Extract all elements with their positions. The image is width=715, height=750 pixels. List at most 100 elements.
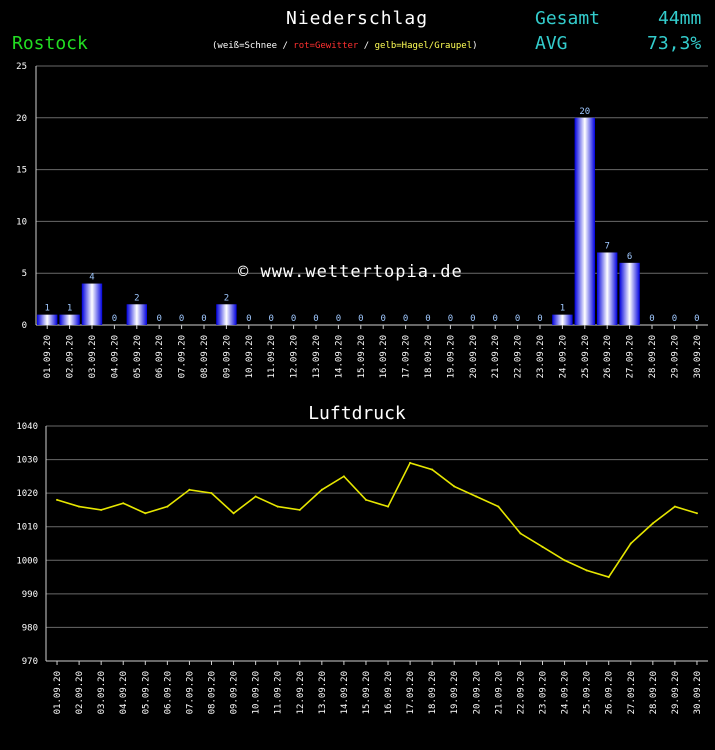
x-tick-label: 20.09.20: [472, 671, 482, 714]
bar-value-label: 2: [224, 293, 229, 303]
x-tick-label: 12.09.20: [296, 671, 306, 714]
bar-value-label: 0: [336, 314, 341, 324]
y-tick-label: 20: [16, 114, 27, 124]
x-tick-label: 12.09.20: [290, 335, 300, 378]
x-tick-label: 17.09.20: [402, 335, 412, 378]
pressure-point: [563, 559, 566, 562]
x-tick-label: 25.09.20: [583, 671, 593, 714]
x-tick-label: 10.09.20: [252, 671, 262, 714]
pressure-point: [56, 498, 59, 501]
x-tick-label: 28.09.20: [649, 671, 659, 714]
x-tick-label: 07.09.20: [185, 671, 195, 714]
y-tick-label: 990: [22, 590, 38, 600]
legend-open: (: [212, 41, 218, 51]
pressure-point: [673, 505, 676, 508]
pressure-point: [320, 488, 323, 491]
bar-value-label: 0: [313, 314, 318, 324]
pressure-point: [541, 545, 544, 548]
pressure-point: [431, 468, 434, 471]
x-tick-label: 16.09.20: [384, 671, 394, 714]
bar-value-label: 0: [358, 314, 363, 324]
x-tick-label: 30.09.20: [693, 671, 703, 714]
pressure-point: [232, 512, 235, 515]
bar-value-label: 7: [604, 241, 609, 251]
bar-value-label: 6: [627, 252, 632, 262]
x-tick-label: 09.09.20: [222, 335, 232, 378]
x-tick-label: 09.09.20: [230, 671, 240, 714]
bar-value-label: 0: [672, 314, 677, 324]
bar-value-label: 0: [201, 314, 206, 324]
bar-value-label: 0: [448, 314, 453, 324]
precip-bar: [597, 252, 618, 325]
y-tick-label: 1020: [16, 489, 38, 499]
x-tick-label: 14.09.20: [340, 671, 350, 714]
pressure-point: [629, 542, 632, 545]
x-tick-label: 18.09.20: [428, 671, 438, 714]
x-tick-label: 01.09.20: [43, 335, 53, 378]
x-tick-label: 04.09.20: [110, 335, 120, 378]
pressure-point: [585, 569, 588, 572]
pressure-point: [188, 488, 191, 491]
pressure-point: [122, 502, 125, 505]
avg-label: AVG: [535, 33, 568, 54]
x-tick-label: 06.09.20: [163, 671, 173, 714]
pressure-point: [497, 505, 500, 508]
pressure-point: [166, 505, 169, 508]
pressure-line: [56, 461, 698, 579]
legend-hail: gelb=Hagel/Graupel: [374, 41, 473, 51]
pressure-point: [78, 505, 81, 508]
x-tick-label: 11.09.20: [274, 671, 284, 714]
x-tick-label: 24.09.20: [561, 671, 571, 714]
watermark: © www.wettertopia.de: [238, 262, 463, 282]
precip-bar: [574, 117, 595, 325]
pressure-title: Luftdruck: [308, 403, 406, 424]
precip-bar: [81, 283, 103, 325]
x-tick-label: 29.09.20: [670, 335, 680, 378]
precip-bar: [552, 314, 573, 325]
bar-value-label: 0: [156, 314, 161, 324]
x-tick-label: 06.09.20: [155, 335, 165, 378]
y-tick-label: 980: [22, 623, 38, 633]
y-tick-label: 25: [16, 62, 27, 72]
legend-thunderstorm: rot=Gewitter: [293, 41, 359, 51]
y-tick-label: 1040: [16, 422, 38, 432]
x-tick-label: 02.09.20: [75, 671, 85, 714]
x-tick-label: 26.09.20: [605, 671, 615, 714]
x-tick-label: 17.09.20: [406, 671, 416, 714]
bar-value-label: 0: [694, 314, 699, 324]
legend-close: ): [472, 41, 478, 51]
y-tick-label: 5: [22, 269, 27, 279]
x-tick-label: 03.09.20: [97, 671, 107, 714]
bar-value-label: 0: [537, 314, 542, 324]
legend-separator: /: [358, 41, 375, 51]
bar-value-label: 20: [579, 107, 590, 117]
precip-bar: [619, 262, 640, 325]
bar-value-label: 0: [380, 314, 385, 324]
x-tick-label: 04.09.20: [119, 671, 129, 714]
pressure-point: [519, 532, 522, 535]
x-tick-label: 19.09.20: [446, 335, 456, 378]
total-label: Gesamt: [535, 8, 601, 29]
x-tick-label: 23.09.20: [539, 671, 549, 714]
x-tick-label: 05.09.20: [133, 335, 143, 378]
bar-value-label: 2: [134, 293, 139, 303]
y-tick-label: 1010: [16, 523, 38, 533]
bar-value-label: 0: [470, 314, 475, 324]
x-tick-label: 03.09.20: [88, 335, 98, 378]
pressure-point: [254, 495, 257, 498]
pressure-point: [695, 512, 698, 515]
x-tick-label: 13.09.20: [312, 335, 322, 378]
bar-value-label: 0: [425, 314, 430, 324]
x-tick-label: 21.09.20: [491, 335, 501, 378]
pressure-point: [475, 495, 478, 498]
y-tick-label: 0: [22, 321, 27, 331]
y-tick-label: 1000: [16, 556, 38, 566]
x-tick-label: 20.09.20: [469, 335, 479, 378]
pressure-point: [364, 498, 367, 501]
x-tick-label: 29.09.20: [671, 671, 681, 714]
x-tick-label: 18.09.20: [424, 335, 434, 378]
bar-value-label: 0: [268, 314, 273, 324]
x-tick-label: 15.09.20: [362, 671, 372, 714]
x-tick-label: 14.09.20: [334, 335, 344, 378]
